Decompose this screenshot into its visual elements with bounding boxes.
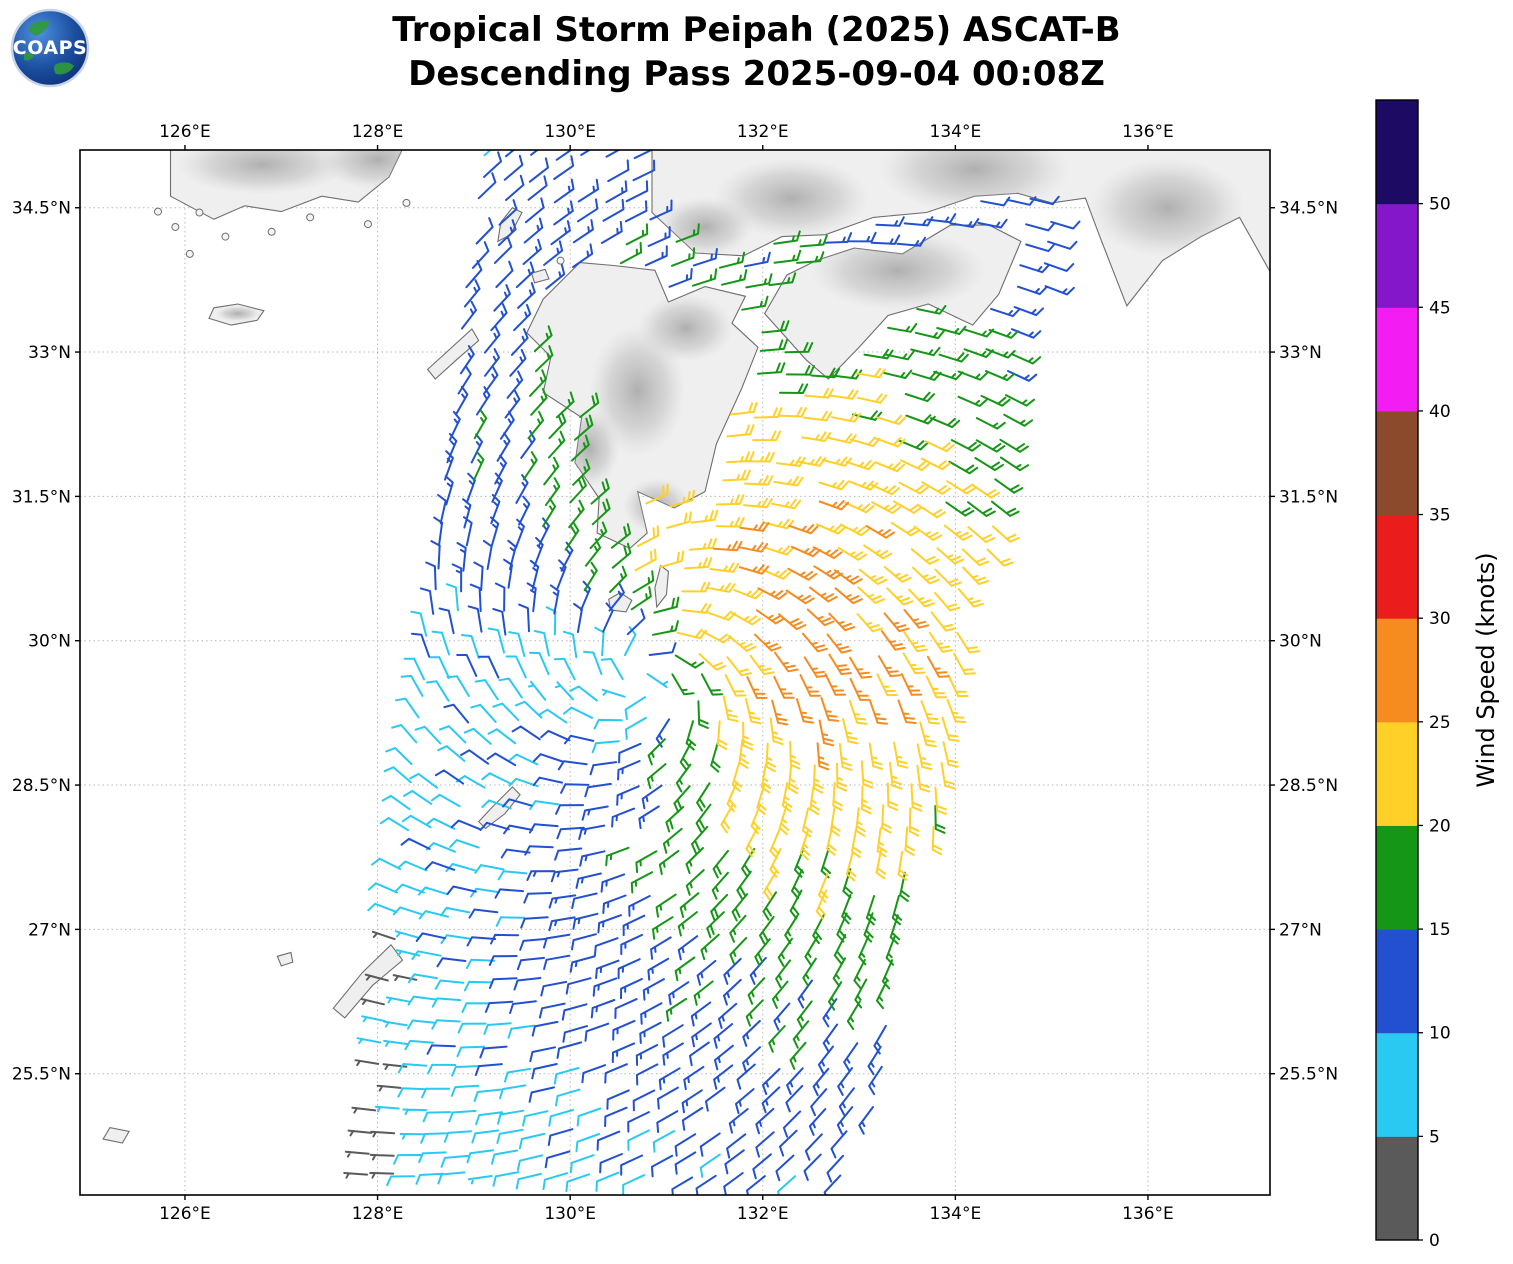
colorbar: 0 5 10 15 20 25 30 35 40 45 50 Wind Speed (knots) bbox=[1375, 99, 1500, 1251]
wind-barbs-speed-bucket-5 bbox=[712, 500, 950, 771]
colorbar-segment bbox=[1376, 721, 1418, 826]
lat-tick-label-left: 27°N bbox=[28, 920, 71, 940]
map-frame bbox=[79, 149, 1271, 1196]
colorbar-tick-label: 40 bbox=[1429, 402, 1451, 422]
colorbar-tick-label: 35 bbox=[1429, 506, 1451, 526]
lat-tick-label-right: 28.5°N bbox=[1279, 776, 1338, 796]
coaps-logo-text: COAPS bbox=[13, 37, 87, 59]
lon-tick-label-bottom: 130°E bbox=[544, 1204, 596, 1224]
wind-barb-field bbox=[343, 150, 1081, 1195]
coaps-globe-icon: COAPS bbox=[10, 8, 90, 88]
lat-tick-label-left: 34.5°N bbox=[12, 199, 71, 219]
colorbar-segment bbox=[1376, 929, 1418, 1034]
colorbar-segment bbox=[1376, 618, 1418, 723]
lat-tick-label-left: 33°N bbox=[28, 343, 71, 363]
colorbar-segment bbox=[1376, 307, 1418, 412]
colorbar-tick-label: 45 bbox=[1429, 298, 1451, 318]
colorbar-segment bbox=[1376, 100, 1418, 205]
colorbar-tick-label: 0 bbox=[1429, 1231, 1440, 1251]
land-polygon bbox=[477, 786, 521, 830]
lat-tick-label-right: 34.5°N bbox=[1279, 199, 1338, 219]
wind-barbs-speed-bucket-2 bbox=[400, 150, 1081, 1195]
islet bbox=[363, 220, 372, 229]
figure-title-line1: Tropical Storm Peipah (2025) ASCAT-B bbox=[392, 10, 1121, 50]
wind-barbs-speed-bucket-4 bbox=[634, 367, 1020, 920]
colorbar-segment bbox=[1376, 203, 1418, 308]
land-polygon bbox=[608, 591, 633, 613]
lon-tick-label-top: 132°E bbox=[737, 122, 789, 142]
colorbar-axis-label: Wind Speed (knots) bbox=[1472, 552, 1500, 787]
lon-tick-label-top: 130°E bbox=[544, 122, 596, 142]
land-polygon bbox=[332, 943, 404, 1019]
islet bbox=[306, 213, 315, 222]
axis-tick-marks bbox=[75, 145, 1275, 1200]
colorbar-segment bbox=[1376, 410, 1418, 516]
islet bbox=[195, 208, 204, 217]
axis-tick-labels: 126°E 126°E 128°E 128°E 130°E 130°E 132°E 132°E… bbox=[12, 122, 1338, 1224]
islet bbox=[171, 222, 180, 231]
colorbar-segment bbox=[1376, 1136, 1418, 1241]
colorbar-tick-label: 25 bbox=[1429, 713, 1451, 733]
colorbar-segment bbox=[1376, 1032, 1418, 1137]
lon-tick-label-top: 136°E bbox=[1122, 122, 1174, 142]
lon-tick-label-bottom: 136°E bbox=[1122, 1204, 1174, 1224]
wind-barbs-speed-bucket-3 bbox=[472, 223, 1042, 1070]
colorbar-tick-label: 20 bbox=[1429, 816, 1451, 836]
lon-tick-label-bottom: 128°E bbox=[352, 1204, 404, 1224]
islet bbox=[154, 207, 163, 216]
colorbar-segment bbox=[1376, 514, 1418, 619]
islet bbox=[267, 227, 276, 236]
lat-tick-label-right: 33°N bbox=[1279, 343, 1322, 363]
colorbar-tick-label: 10 bbox=[1429, 1024, 1451, 1044]
colorbar-tick-label: 5 bbox=[1429, 1127, 1440, 1147]
colorbar-tick-label: 30 bbox=[1429, 609, 1451, 629]
lat-tick-label-left: 28.5°N bbox=[12, 776, 71, 796]
lat-tick-label-right: 27°N bbox=[1279, 920, 1322, 940]
map-plot-area bbox=[75, 145, 1275, 1200]
colorbar-tick-label: 15 bbox=[1429, 920, 1451, 940]
land-polygon bbox=[276, 951, 294, 967]
land-polygon bbox=[654, 564, 669, 609]
lon-tick-label-bottom: 134°E bbox=[930, 1204, 982, 1224]
colorbar-segment bbox=[1376, 825, 1418, 930]
figure-title-line2: Descending Pass 2025-09-04 00:08Z bbox=[408, 54, 1105, 95]
lat-tick-label-right: 31.5°N bbox=[1279, 487, 1338, 507]
islet bbox=[185, 249, 194, 258]
lon-tick-label-bottom: 132°E bbox=[737, 1204, 789, 1224]
lat-tick-label-left: 31.5°N bbox=[12, 487, 71, 507]
lat-tick-label-left: 30°N bbox=[28, 632, 71, 652]
colorbar-tick-label: 50 bbox=[1429, 195, 1451, 215]
colorbar-frame bbox=[1375, 99, 1419, 1241]
islet bbox=[402, 198, 411, 207]
lon-tick-label-top: 128°E bbox=[352, 122, 404, 142]
land-polygon bbox=[530, 268, 550, 284]
lat-tick-label-left: 25.5°N bbox=[12, 1065, 71, 1085]
colorbar-segments bbox=[1376, 100, 1418, 1241]
lon-tick-label-top: 134°E bbox=[930, 122, 982, 142]
land-polygon bbox=[426, 328, 480, 380]
figure-title: Tropical Storm Peipah (2025) ASCAT-B Des… bbox=[0, 8, 1513, 96]
islet bbox=[556, 256, 565, 265]
lat-tick-label-right: 25.5°N bbox=[1279, 1065, 1338, 1085]
land-polygon bbox=[102, 1126, 130, 1144]
wind-barbs-speed-bucket-1 bbox=[356, 150, 797, 1195]
colorbar-tick-labels: 0 5 10 15 20 25 30 35 40 45 50 bbox=[1418, 195, 1451, 1251]
lon-tick-label-bottom: 126°E bbox=[159, 1204, 211, 1224]
lon-tick-label-top: 126°E bbox=[159, 122, 211, 142]
lat-tick-label-right: 30°N bbox=[1279, 632, 1322, 652]
islet bbox=[221, 232, 230, 241]
wind-barbs-speed-bucket-0 bbox=[343, 930, 418, 1179]
coaps-logo: COAPS bbox=[10, 8, 90, 88]
